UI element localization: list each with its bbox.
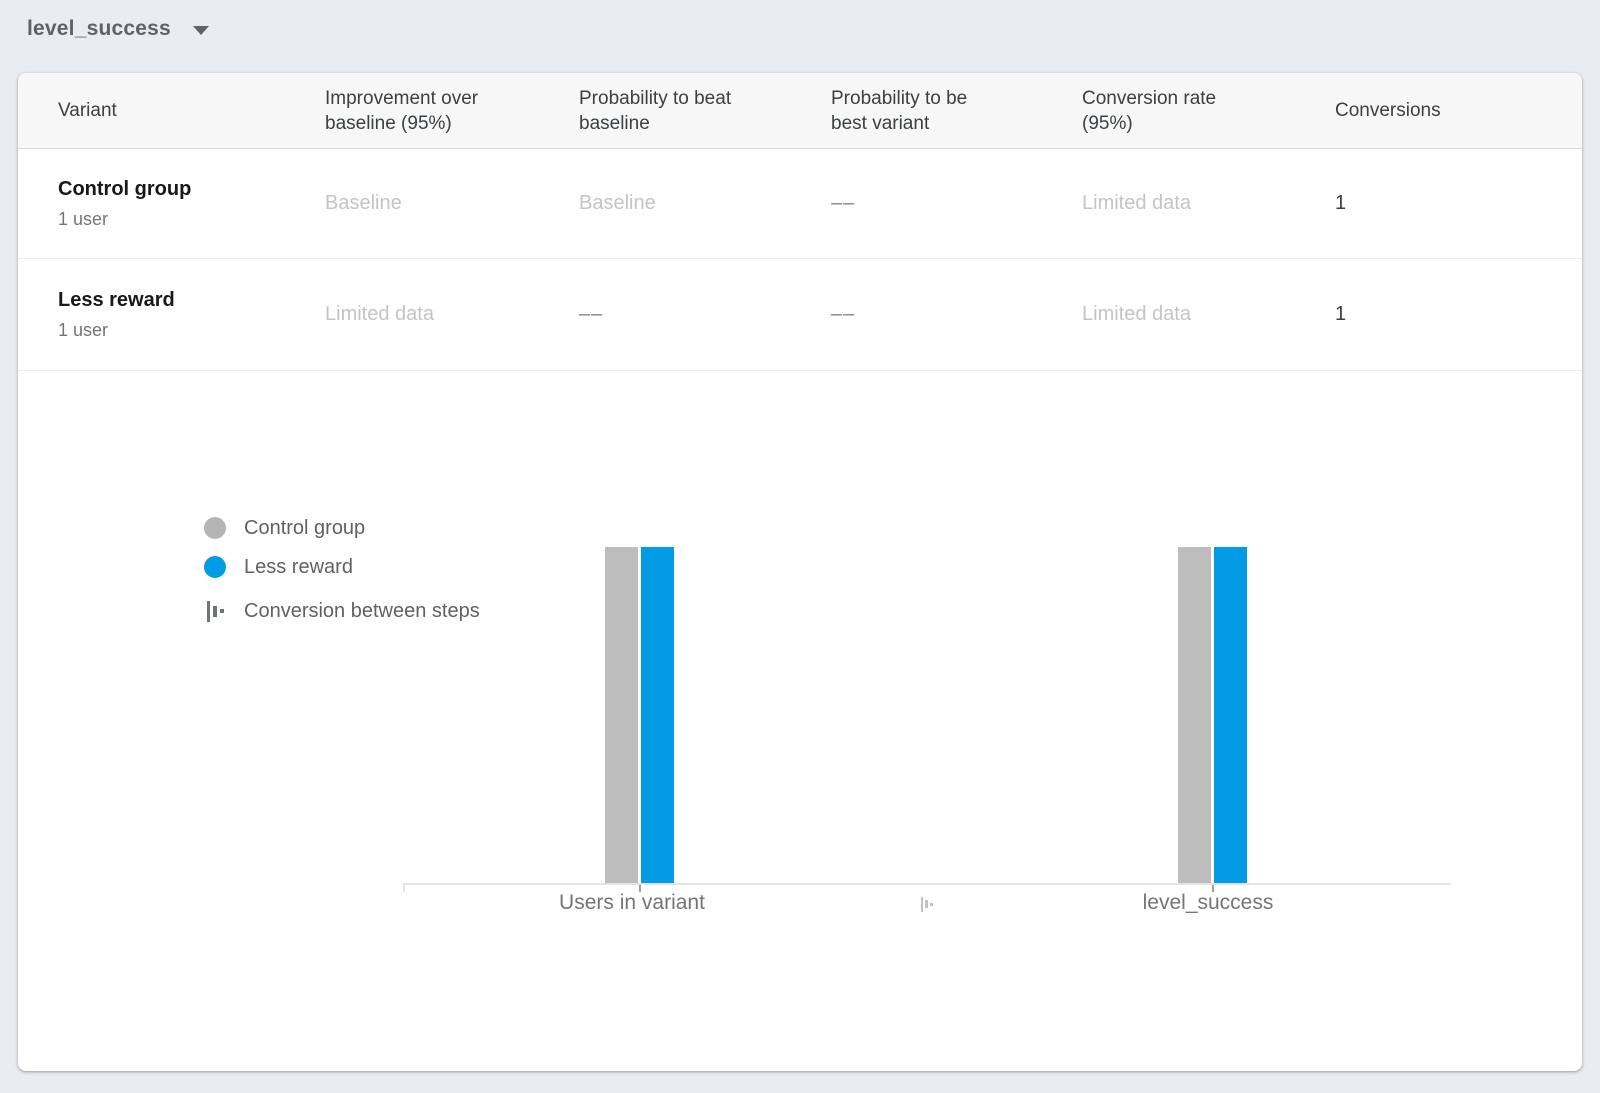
x-axis-end-tick <box>403 883 405 892</box>
conversion-rate-value: Limited data <box>1082 192 1191 214</box>
variant-user-count: 1 user <box>58 208 109 229</box>
metric-dropdown-value: level_success <box>27 17 171 40</box>
bar-group-users-in-variant <box>605 547 674 883</box>
bar-group-level-success <box>1178 547 1247 883</box>
bar-control-group-level-success[interactable] <box>1178 547 1211 883</box>
conversions-value: 1 <box>1335 303 1347 325</box>
legend-label: Control group <box>244 516 366 539</box>
conversion-bar-chart: Control group Less reward Conversion bet… <box>18 371 1582 1071</box>
legend-item-control-group: Control group <box>204 517 480 539</box>
table-header-row: Variant Improvement over baseline (95%) … <box>18 73 1582 149</box>
variant-cell: Less reward 1 user <box>58 289 325 341</box>
prob-best-variant-value: –– <box>831 303 856 325</box>
variant-cell: Control group 1 user <box>58 178 325 230</box>
table-row-control-group: Control group 1 user Baseline Baseline –… <box>18 149 1582 259</box>
x-axis-tick-level-success <box>1212 885 1214 892</box>
col-header-improvement: Improvement over baseline (95%) <box>325 87 479 134</box>
legend-label: Less reward <box>244 555 353 578</box>
legend-label: Conversion between steps <box>244 599 480 622</box>
conversions-value: 1 <box>1335 192 1347 214</box>
prob-beat-baseline-value: Baseline <box>579 192 656 214</box>
variant-name: Less reward <box>58 288 175 311</box>
prob-best-variant-value: –– <box>831 192 856 214</box>
less-reward-swatch-icon <box>204 556 226 578</box>
legend-item-less-reward: Less reward <box>204 556 480 578</box>
conversion-between-steps-axis-icon <box>921 896 937 912</box>
conversion-steps-icon <box>204 600 226 622</box>
prob-beat-baseline-value: –– <box>579 303 604 325</box>
bar-less-reward-users[interactable] <box>641 547 674 883</box>
variant-name: Control group <box>58 177 192 200</box>
experiment-results-card: Variant Improvement over baseline (95%) … <box>18 73 1582 1071</box>
conversion-rate-value: Limited data <box>1082 303 1191 325</box>
col-header-variant: Variant <box>58 100 117 121</box>
bar-control-group-users[interactable] <box>605 547 638 883</box>
legend-item-conversion-between-steps: Conversion between steps <box>204 600 480 622</box>
x-axis-line <box>403 883 1451 885</box>
control-group-swatch-icon <box>204 517 226 539</box>
bar-less-reward-level-success[interactable] <box>1214 547 1247 883</box>
improvement-value: Limited data <box>325 303 434 325</box>
col-header-conversions: Conversions <box>1335 100 1441 121</box>
col-header-conversion-rate: Conversion rate (95%) <box>1082 87 1217 134</box>
chart-legend: Control group Less reward Conversion bet… <box>204 517 480 639</box>
x-axis-tick-users-in-variant <box>639 885 641 892</box>
improvement-value: Baseline <box>325 192 402 214</box>
col-header-prob-best-variant: Probability to be best variant <box>831 87 968 134</box>
metric-toolbar: level_success <box>0 0 1600 73</box>
dropdown-caret-icon <box>192 26 209 35</box>
variant-user-count: 1 user <box>58 319 109 340</box>
x-axis-label-users-in-variant: Users in variant <box>559 891 705 914</box>
metric-dropdown[interactable]: level_success <box>27 17 209 41</box>
col-header-prob-beat-baseline: Probability to beat baseline <box>579 87 732 134</box>
x-axis-label-level-success: level_success <box>1142 891 1274 914</box>
table-row-less-reward: Less reward 1 user Limited data –– –– Li… <box>18 259 1582 371</box>
